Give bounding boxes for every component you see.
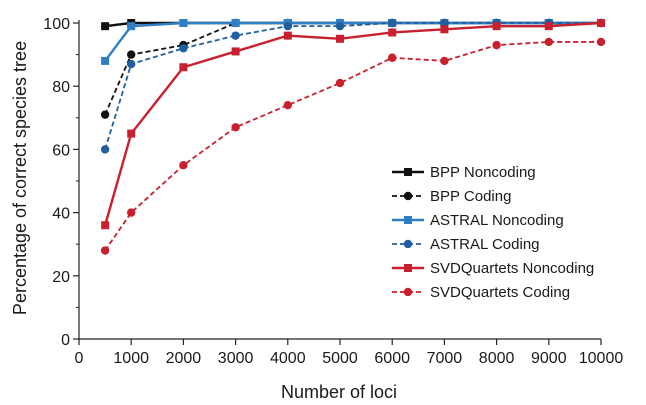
x-tick-label: 5000 (322, 350, 358, 367)
x-tick-label: 6000 (374, 350, 410, 367)
y-tick-label: 100 (43, 16, 70, 33)
data-point (101, 56, 110, 65)
data-point (100, 246, 110, 255)
x-tick-label: 0 (75, 350, 84, 367)
series-3 (100, 18, 606, 154)
data-point (179, 63, 188, 72)
series-1 (100, 18, 606, 119)
series-line (104, 41, 601, 252)
data-point (127, 208, 136, 217)
x-tick-label: 4000 (270, 350, 306, 367)
data-point (100, 145, 110, 154)
data-point (179, 161, 188, 170)
legend-item: ASTRAL Noncoding (392, 212, 564, 229)
series-line (104, 22, 601, 150)
legend: BPP Noncoding BPP Coding ASTRAL Noncoding A… (392, 164, 594, 301)
data-point (440, 18, 449, 28)
data-point (597, 19, 605, 27)
data-point (179, 44, 188, 53)
legend-marker (404, 216, 412, 224)
legend-marker (404, 168, 412, 176)
legend-label: SVDQuartets Coding (430, 284, 570, 301)
data-point (179, 19, 188, 27)
legend-item: SVDQuartets Noncoding (392, 260, 594, 277)
y-tick-label: 0 (61, 332, 70, 349)
data-point (544, 37, 553, 47)
series-4 (101, 19, 605, 230)
legend-marker (403, 191, 413, 201)
x-tick-label: 3000 (218, 350, 254, 367)
legend-marker (403, 239, 413, 249)
legend-marker (403, 287, 413, 297)
data-point (335, 21, 345, 31)
x-tick-label: 7000 (427, 350, 463, 367)
legend-marker (404, 264, 412, 272)
data-point (100, 110, 110, 119)
y-tick-label: 60 (52, 142, 70, 159)
legend-label: ASTRAL Noncoding (430, 212, 564, 229)
data-point (127, 22, 136, 31)
data-point (388, 28, 397, 37)
data-point (492, 22, 501, 31)
data-point (283, 31, 292, 40)
legend-item: BPP Noncoding (392, 164, 536, 181)
data-point (440, 56, 449, 66)
data-point (440, 25, 449, 34)
data-point (596, 37, 606, 47)
legend-label: SVDQuartets Noncoding (430, 260, 594, 277)
series-layer (100, 18, 606, 255)
data-point (283, 100, 292, 110)
data-point (388, 53, 397, 62)
x-tick-label: 8000 (479, 350, 515, 367)
x-tick-label: 9000 (531, 350, 567, 367)
y-tick-label: 80 (52, 79, 70, 96)
series-5 (100, 37, 606, 255)
y-tick-label: 40 (52, 206, 70, 223)
series-line (103, 21, 602, 226)
data-point (127, 59, 136, 69)
series-line (104, 22, 601, 115)
data-point (231, 31, 240, 40)
x-tick-label: 1000 (113, 350, 149, 367)
legend-label: ASTRAL Coding (430, 236, 540, 253)
data-point (231, 19, 240, 27)
legend-item: BPP Coding (392, 188, 511, 205)
x-axis-title: Number of loci (281, 382, 397, 402)
data-point (388, 18, 397, 28)
x-tick-label: 2000 (166, 350, 202, 367)
data-point (336, 34, 344, 43)
data-point (127, 50, 136, 59)
data-point (231, 47, 240, 56)
legend-item: SVDQuartets Coding (392, 284, 570, 301)
data-point (335, 78, 345, 88)
data-point (544, 22, 553, 31)
data-point (101, 22, 110, 31)
legend-item: ASTRAL Coding (392, 236, 540, 253)
x-tick-label: 10000 (579, 350, 624, 367)
series-line (104, 21, 601, 62)
legend-label: BPP Noncoding (430, 164, 536, 181)
y-tick-label: 20 (52, 269, 70, 286)
legend-label: BPP Coding (430, 188, 511, 205)
data-point (231, 123, 240, 132)
data-point (283, 21, 292, 31)
y-axis-title: Percentage of correct species tree (10, 41, 30, 315)
data-point (492, 40, 501, 50)
data-point (127, 129, 136, 138)
data-point (101, 221, 110, 230)
